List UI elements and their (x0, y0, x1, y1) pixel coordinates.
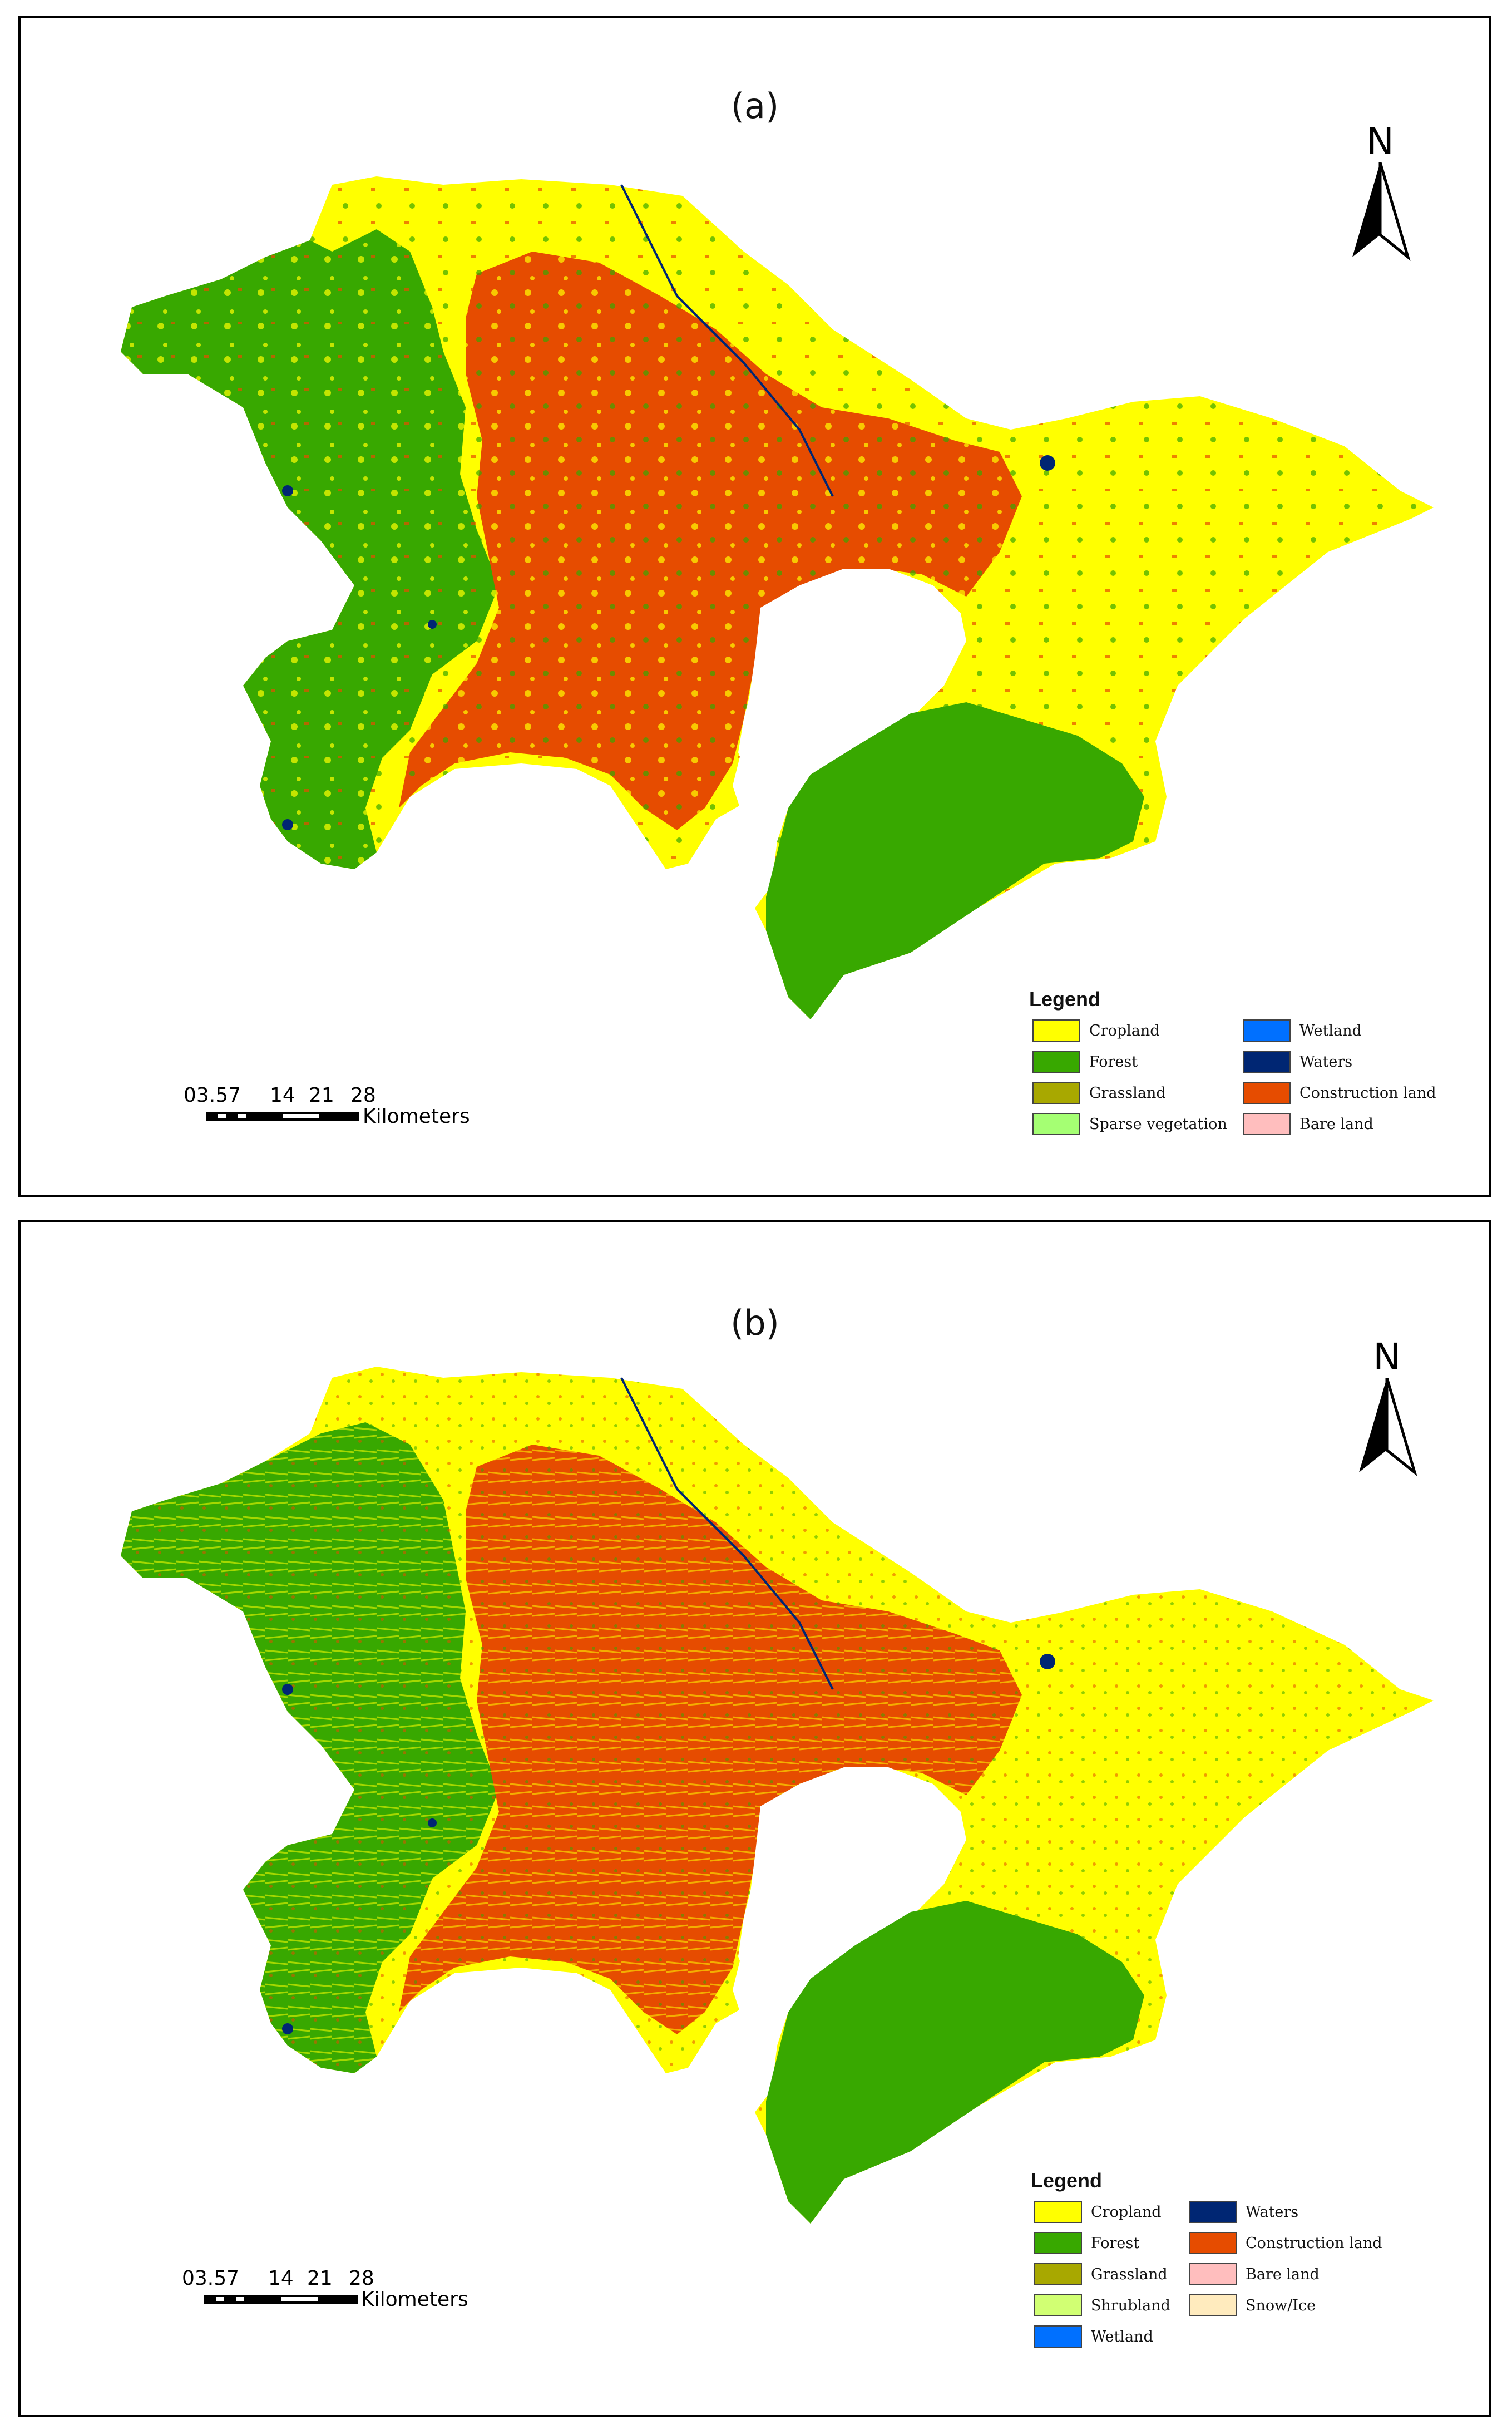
legend-label: Wetland (1299, 1022, 1362, 1039)
map-panel-b: (b) N 03.57 14 21 28 Ki (18, 1220, 1491, 2417)
scale-bar: 03.57 14 21 28 Kilometers (184, 1084, 473, 1134)
legend-label: Sparse vegetation (1089, 1115, 1227, 1133)
legend-label: Waters (1299, 1053, 1353, 1071)
forest-area-east (766, 702, 1144, 1019)
north-arrow-icon (1359, 1378, 1417, 1476)
legend-items: Cropland Forest Grassland Shrubland Wetland W… (1034, 2200, 1422, 2348)
scale-tick-label: 28 (349, 2267, 374, 2290)
legend-item: Wetland (1243, 1019, 1443, 1042)
forest-area-east (766, 1901, 1144, 2224)
legend-item: Shrubland (1034, 2294, 1179, 2317)
legend-label: Snow/Ice (1246, 2296, 1316, 2314)
water-body (282, 485, 293, 496)
legend-swatch (1243, 1113, 1291, 1135)
bay-water (733, 569, 966, 836)
legend-swatch (1034, 2201, 1082, 2223)
legend-label: Construction land (1299, 1084, 1436, 1102)
north-arrow: N (1347, 124, 1414, 268)
legend-swatch (1243, 1019, 1291, 1042)
legend-label: Forest (1091, 2234, 1140, 2252)
legend-swatch (1032, 1113, 1080, 1135)
scale-tick-label: 14 (270, 1084, 295, 1107)
north-label: N (1373, 1335, 1401, 1378)
north-arrow-icon (1352, 162, 1411, 261)
water-body (1040, 1654, 1055, 1669)
legend-swatch (1189, 2294, 1237, 2316)
legend-label: Forest (1089, 1053, 1138, 1071)
legend-item: Forest (1034, 2231, 1179, 2255)
water-body (282, 819, 293, 830)
scale-tick-label: 21 (309, 1084, 334, 1107)
legend-label: Bare land (1246, 2265, 1320, 2283)
river (620, 1377, 834, 1690)
legend: Legend Cropland Forest Grassland Shrubland W… (1026, 2169, 1449, 2403)
legend-swatch (1243, 1051, 1291, 1073)
legend-label: Shrubland (1091, 2296, 1170, 2314)
legend-item: Waters (1189, 2200, 1422, 2224)
legend-swatch (1189, 2263, 1237, 2285)
legend-title: Legend (1031, 2169, 1103, 2192)
water-body (282, 2023, 293, 2034)
legend-swatch (1243, 1082, 1291, 1104)
scale-ticks: 03.57 14 21 28 (184, 1084, 376, 1107)
scale-bar-graphic (206, 1112, 359, 1121)
water-body (428, 620, 437, 629)
legend-item: Construction land (1189, 2231, 1422, 2255)
scale-bar-graphic (204, 2295, 358, 2304)
legend-label: Waters (1246, 2203, 1299, 2221)
water-body (1040, 455, 1055, 471)
legend-item: Sparse vegetation (1032, 1112, 1233, 1136)
scale-tick-label: 14 (268, 2267, 294, 2290)
legend-swatch (1032, 1019, 1080, 1042)
scale-tick-label: 03.57 (184, 1084, 241, 1107)
legend-item: Bare land (1189, 2263, 1422, 2286)
panel-label: (a) (730, 86, 779, 126)
panel-label: (b) (730, 1303, 779, 1343)
legend-swatch (1189, 2232, 1237, 2254)
scale-bar: 03.57 14 21 28 Kilometers (182, 2267, 471, 2317)
scale-tick-label: 03.57 (182, 2267, 240, 2290)
legend-item: Wetland (1034, 2325, 1179, 2348)
legend-item: Forest (1032, 1050, 1233, 1073)
legend-swatch (1034, 2263, 1082, 2285)
legend-swatch (1034, 2232, 1082, 2254)
legend-label: Grassland (1091, 2265, 1168, 2283)
legend-item: Bare land (1243, 1112, 1443, 1136)
legend-swatch (1032, 1082, 1080, 1104)
scale-ticks: 03.57 14 21 28 (182, 2267, 374, 2290)
legend-label: Cropland (1089, 1022, 1160, 1039)
legend-item: Cropland (1032, 1019, 1233, 1042)
legend: Legend Cropland Forest Grassland Sparse veg… (1025, 988, 1447, 1177)
north-label: N (1366, 120, 1394, 163)
legend-title: Legend (1029, 988, 1101, 1011)
water-body (282, 1684, 293, 1695)
legend-items: Cropland Forest Grassland Sparse vegetation… (1032, 1019, 1443, 1136)
legend-swatch (1034, 2325, 1082, 2348)
legend-item: Grassland (1034, 2263, 1179, 2286)
scale-unit: Kilometers (363, 1105, 470, 1128)
scale-tick-label: 28 (350, 1084, 376, 1107)
legend-label: Cropland (1091, 2203, 1162, 2221)
map-panel-a: (a) N 03.57 14 21 28 (18, 16, 1491, 1197)
legend-label: Wetland (1091, 2328, 1153, 2345)
scale-tick-label: 21 (307, 2267, 333, 2290)
legend-label: Construction land (1246, 2234, 1382, 2252)
land-use-map (121, 1367, 1434, 2224)
legend-swatch (1034, 2294, 1082, 2316)
legend-item: Waters (1243, 1050, 1443, 1073)
bay-water (733, 1767, 966, 2040)
legend-item: Construction land (1243, 1081, 1443, 1105)
scale-unit: Kilometers (361, 2288, 468, 2311)
legend-swatch (1189, 2201, 1237, 2223)
water-body (428, 1818, 437, 1827)
land-use-map (121, 176, 1434, 1019)
river (620, 184, 834, 497)
legend-item: Cropland (1034, 2200, 1179, 2224)
legend-item: Grassland (1032, 1081, 1233, 1105)
legend-swatch (1032, 1051, 1080, 1073)
legend-label: Bare land (1299, 1115, 1373, 1133)
legend-item: Snow/Ice (1189, 2294, 1422, 2317)
north-arrow: N (1353, 1339, 1420, 1483)
legend-label: Grassland (1089, 1084, 1166, 1102)
